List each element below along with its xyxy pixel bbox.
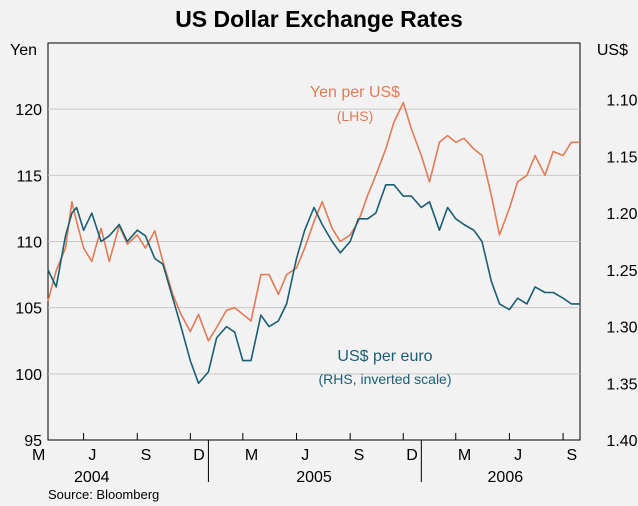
left-tick-label: 100 [15, 367, 42, 384]
chart-title: US Dollar Exchange Rates [175, 6, 463, 32]
grid-layer [48, 108, 580, 375]
x-month-label: S [566, 447, 577, 464]
right-axis-unit: US$ [597, 42, 628, 59]
series-note-yen: (LHS) [337, 108, 374, 124]
series-label-yen: Yen per US$ [310, 84, 400, 101]
x-month-label: J [514, 447, 522, 464]
left-tick-label: 105 [15, 301, 42, 318]
x-month-label: M [245, 447, 258, 464]
right-tick-label: 1.15 [606, 149, 637, 166]
x-year-label: 2005 [296, 469, 332, 486]
x-month-label: M [32, 447, 45, 464]
right-tick-label: 1.10 [606, 93, 637, 110]
right-tick-label: 1.30 [606, 320, 637, 337]
left-tick-label: 110 [16, 235, 42, 252]
x-month-label: J [88, 447, 96, 464]
series-line-euro [47, 184, 580, 385]
left-tick-label: 115 [16, 168, 42, 185]
series-layer [47, 101, 580, 385]
left-axis-unit: Yen [10, 42, 37, 59]
right-tick-label: 1.20 [606, 206, 637, 223]
x-month-label: J [301, 447, 309, 464]
left-tick-label: 95 [24, 433, 42, 450]
right-tick-label: 1.40 [606, 433, 637, 450]
source-note: Source: Bloomberg [48, 487, 159, 502]
axis-layer: 95 100 105 110 115 120 1.10 1.15 1.20 1.25 1.30 1.3… [15, 93, 637, 486]
left-tick-label: 120 [15, 102, 42, 119]
x-year-label: 2006 [488, 469, 524, 486]
x-month-label: S [354, 447, 365, 464]
series-note-euro: (RHS, inverted scale) [318, 371, 451, 387]
x-month-label: D [193, 447, 205, 464]
series-label-euro: US$ per euro [337, 348, 432, 365]
right-tick-label: 1.35 [606, 376, 637, 393]
x-month-label: D [406, 447, 418, 464]
x-month-label: M [458, 447, 471, 464]
right-tick-label: 1.25 [606, 263, 637, 280]
x-year-label: 2004 [74, 469, 110, 486]
x-month-label: S [141, 447, 152, 464]
series-line-yen [47, 101, 580, 342]
